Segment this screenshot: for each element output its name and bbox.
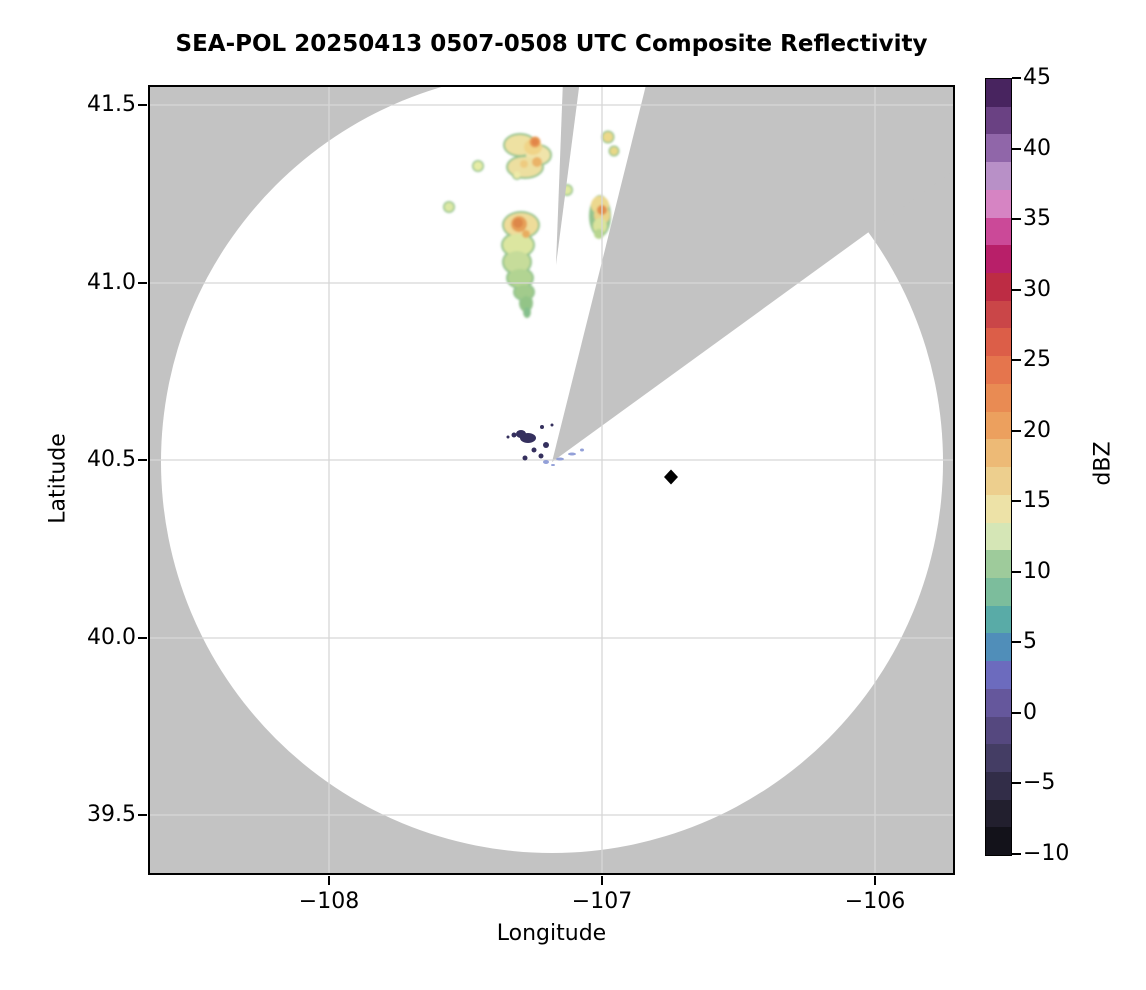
x-tick-label: −106 [844, 889, 906, 914]
colorbar-tick-mark [1012, 570, 1021, 573]
colorbar-segment [986, 716, 1011, 745]
colorbar-segment [986, 633, 1011, 662]
colorbar-tick-mark [1012, 500, 1021, 503]
reflectivity-echoes [443, 130, 620, 318]
colorbar-tick-mark [1012, 77, 1021, 79]
colorbar-tick-label: 5 [1023, 629, 1037, 655]
y-tick-mark [138, 104, 147, 106]
colorbar-segment [986, 300, 1011, 329]
colorbar-tick-label: 25 [1023, 347, 1051, 373]
colorbar-segment [986, 356, 1011, 384]
y-tick-label: 40.0 [87, 625, 136, 650]
colorbar-tick-mark [1012, 218, 1021, 221]
colorbar-tick-mark [1012, 359, 1021, 362]
chart-title: SEA-POL 20250413 0507-0508 UTC Composite… [175, 31, 928, 57]
colorbar-segment [986, 134, 1011, 163]
colorbar-segment [986, 467, 1011, 495]
colorbar-segment [986, 411, 1011, 440]
colorbar-tick-label: 15 [1023, 488, 1051, 514]
colorbar-segment [986, 688, 1011, 717]
colorbar-tick-label: 20 [1023, 417, 1051, 443]
colorbar-tick-mark [1012, 711, 1021, 714]
y-tick-mark [138, 637, 147, 639]
colorbar-tick-mark [1012, 853, 1021, 855]
colorbar-tick-label: −5 [1023, 770, 1056, 796]
colorbar-tick-label: −10 [1023, 841, 1070, 866]
colorbar-tick-label: 35 [1023, 206, 1051, 232]
colorbar-segment [986, 744, 1011, 772]
y-tick-label: 40.5 [87, 447, 136, 472]
gridlines [148, 85, 955, 875]
colorbar-tick-label: 40 [1023, 135, 1051, 161]
site-diamond-marker [664, 469, 678, 485]
colorbar-segment [986, 106, 1011, 135]
colorbar-segment [986, 439, 1011, 468]
y-tick-mark [138, 282, 147, 284]
colorbar-tick-mark [1012, 782, 1021, 785]
plot-border [148, 85, 955, 875]
colorbar-segment [986, 771, 1011, 800]
colorbar-segment [986, 494, 1011, 523]
colorbar-segment [986, 799, 1011, 828]
colorbar-segment [986, 162, 1011, 190]
x-tick-mark [601, 876, 603, 885]
colorbar-segment [986, 328, 1011, 357]
x-axis-label: Longitude [496, 921, 607, 946]
colorbar-segment [986, 79, 1011, 107]
y-axis-label: Latitude [45, 433, 71, 524]
ground-clutter-echoes [506, 423, 584, 466]
colorbar-segment [986, 827, 1011, 856]
y-tick-mark [138, 814, 147, 816]
x-tick-mark [328, 876, 330, 885]
colorbar-segment [986, 605, 1011, 634]
radar-map-plot [148, 85, 955, 875]
colorbar-tick-label: 0 [1023, 699, 1037, 725]
y-tick-label: 41.5 [87, 92, 136, 117]
colorbar-segment [986, 661, 1011, 689]
colorbar-segment [986, 245, 1011, 274]
colorbar-tick-mark [1012, 147, 1021, 150]
x-tick-label: −108 [298, 889, 360, 914]
y-tick-label: 41.0 [87, 270, 136, 295]
colorbar-segment [986, 577, 1011, 606]
colorbar-unit-label: dBZ [1090, 441, 1116, 486]
colorbar-segment [986, 273, 1011, 301]
x-tick-label: −107 [571, 889, 633, 914]
blocked-thin-ray [556, 85, 580, 265]
colorbar-segment [986, 217, 1011, 246]
colorbar-tick-label: 10 [1023, 558, 1051, 584]
colorbar-segment [986, 383, 1011, 412]
y-tick-mark [138, 459, 147, 461]
x-tick-mark [874, 876, 876, 885]
colorbar-tick-label: 30 [1023, 276, 1051, 302]
colorbar-tick-mark [1012, 288, 1021, 291]
colorbar-segment [986, 550, 1011, 578]
colorbar-tick-mark [1012, 641, 1021, 644]
colorbar-segment [986, 189, 1011, 218]
colorbar [985, 78, 1012, 856]
colorbar-segment [986, 522, 1011, 551]
colorbar-tick-mark [1012, 429, 1021, 432]
y-tick-label: 39.5 [87, 802, 136, 827]
blocked-sector-wedge [552, 85, 955, 462]
colorbar-tick-label: 45 [1023, 65, 1051, 90]
